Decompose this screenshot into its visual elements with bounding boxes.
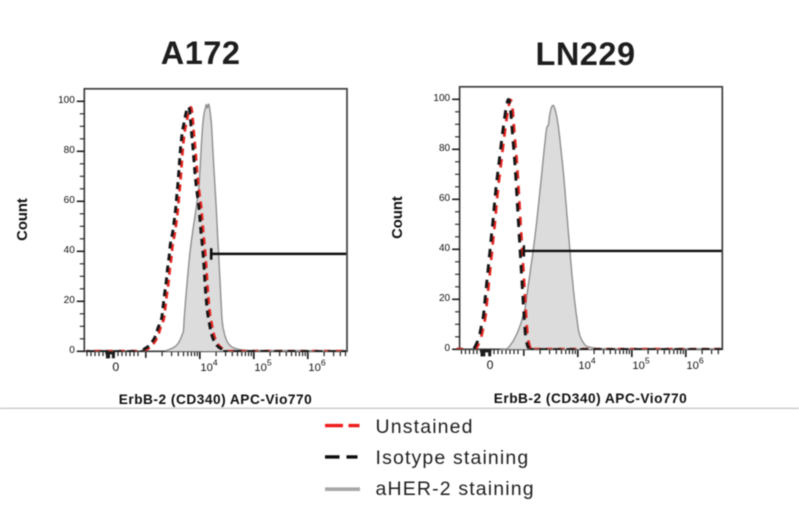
svg-text:LN229: LN229: [535, 36, 635, 72]
svg-text:Isotype staining: Isotype staining: [376, 447, 530, 469]
svg-text:80: 80: [439, 143, 451, 154]
svg-text:0: 0: [69, 345, 75, 356]
svg-text:ErbB-2 (CD340) APC-Vio770: ErbB-2 (CD340) APC-Vio770: [119, 392, 313, 407]
svg-text:40: 40: [439, 243, 451, 254]
svg-text:100: 100: [433, 93, 450, 104]
svg-text:40: 40: [64, 245, 76, 256]
svg-text:0: 0: [487, 358, 494, 372]
svg-text:60: 60: [64, 195, 76, 206]
svg-text:60: 60: [439, 193, 451, 204]
svg-text:Count: Count: [15, 198, 31, 241]
svg-text:0: 0: [112, 360, 119, 374]
svg-text:20: 20: [439, 293, 451, 304]
svg-text:80: 80: [64, 145, 76, 156]
svg-text:20: 20: [64, 295, 76, 306]
svg-text:aHER-2 staining: aHER-2 staining: [376, 478, 535, 500]
svg-text:Count: Count: [390, 196, 406, 239]
svg-text:ErbB-2 (CD340) APC-Vio770: ErbB-2 (CD340) APC-Vio770: [494, 391, 688, 406]
svg-text:100: 100: [58, 95, 75, 106]
svg-text:A172: A172: [161, 35, 241, 71]
svg-text:Unstained: Unstained: [376, 416, 474, 438]
svg-text:0: 0: [445, 343, 451, 354]
